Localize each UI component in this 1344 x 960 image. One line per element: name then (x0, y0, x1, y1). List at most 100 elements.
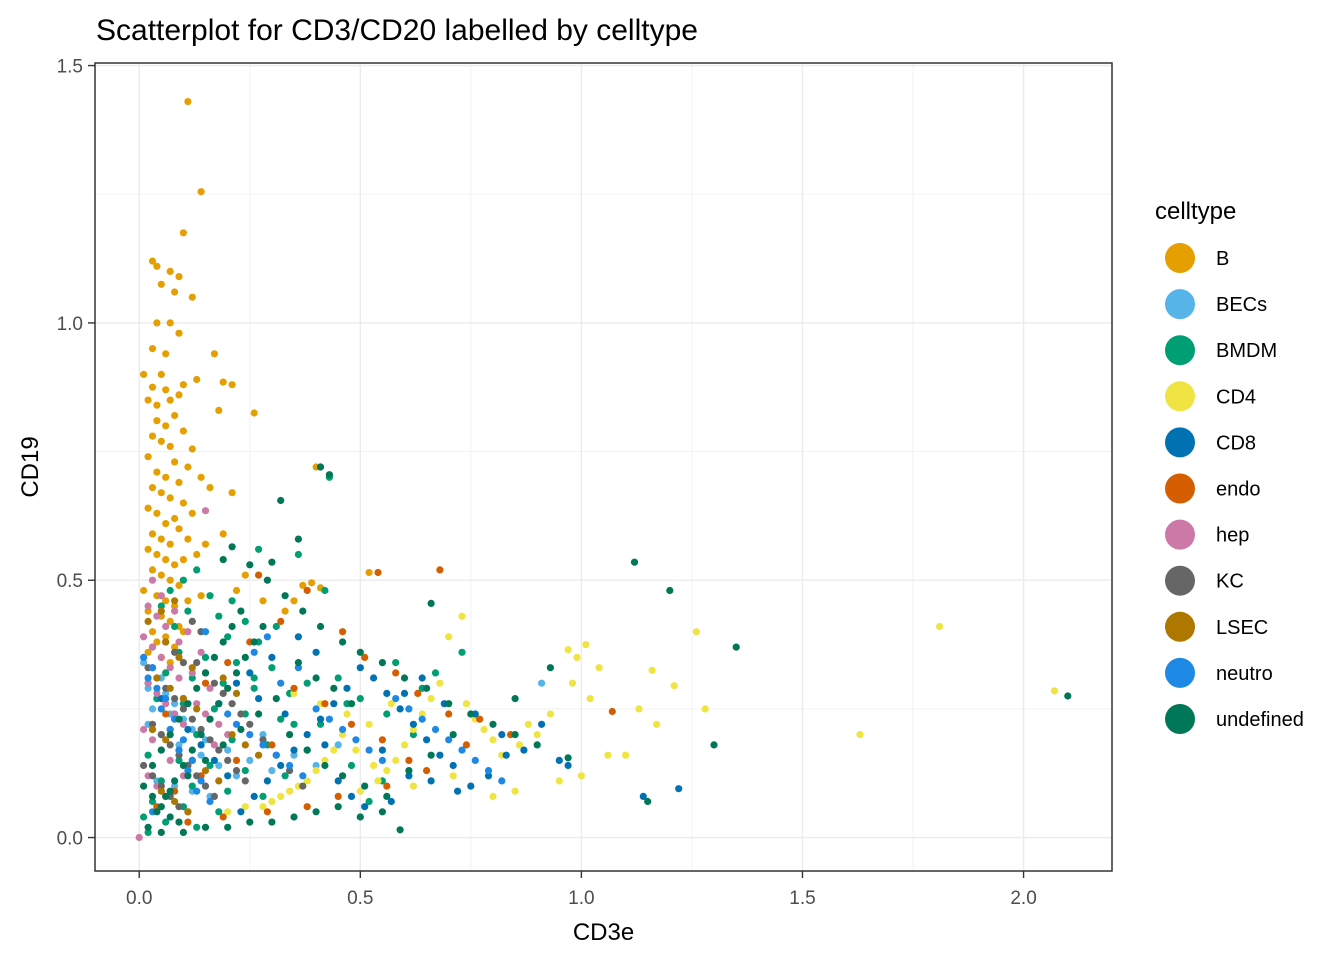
data-point (392, 669, 400, 677)
data-point (498, 777, 506, 785)
data-point (378, 746, 386, 754)
data-point (259, 597, 267, 605)
data-point (215, 777, 223, 785)
data-point (471, 756, 479, 765)
data-point (201, 653, 210, 662)
data-point (263, 633, 271, 641)
legend-key (1165, 427, 1195, 458)
data-point (277, 617, 285, 626)
data-point (370, 761, 378, 770)
data-point (286, 761, 294, 770)
data-point (467, 710, 475, 718)
data-point (405, 767, 413, 775)
data-point (228, 489, 236, 497)
data-point (409, 731, 417, 739)
data-point (162, 736, 170, 744)
data-point (458, 612, 466, 620)
data-point (299, 782, 307, 790)
data-point (427, 777, 435, 785)
data-point (489, 720, 497, 728)
data-point (148, 257, 157, 265)
data-point (383, 782, 391, 790)
data-point (312, 808, 320, 816)
data-point (387, 797, 395, 806)
data-point (352, 746, 360, 754)
data-point (268, 741, 276, 749)
data-point (144, 828, 152, 837)
data-point (166, 494, 174, 502)
data-point (184, 535, 192, 543)
data-point (228, 381, 236, 389)
data-point (148, 797, 157, 806)
data-point (166, 725, 174, 734)
data-point (936, 622, 944, 631)
legend-key (1165, 611, 1195, 642)
legend-label: BMDM (1216, 340, 1277, 362)
data-point (144, 453, 152, 461)
data-point (206, 715, 214, 723)
data-point (166, 787, 174, 795)
data-point (193, 700, 201, 708)
data-point (361, 782, 369, 790)
data-point (409, 720, 417, 728)
data-point (462, 700, 470, 708)
data-point (232, 720, 241, 728)
data-point (255, 571, 263, 579)
data-point (347, 720, 356, 728)
data-point (224, 746, 232, 754)
data-point (445, 633, 453, 641)
legend-key (1165, 473, 1195, 504)
data-point (224, 633, 232, 641)
data-point (277, 496, 285, 505)
data-point (175, 746, 183, 754)
data-point (157, 437, 165, 445)
legend-label: neutro (1216, 663, 1273, 685)
data-point (365, 568, 373, 577)
data-point (162, 556, 170, 564)
data-point (392, 659, 400, 667)
data-point (259, 736, 267, 744)
data-point (188, 715, 196, 723)
data-point (157, 782, 165, 790)
data-point (502, 751, 510, 759)
data-point (347, 700, 356, 708)
data-point (228, 736, 236, 744)
data-point (188, 509, 196, 517)
data-point (383, 710, 391, 718)
data-point (171, 514, 179, 523)
data-point (533, 741, 541, 749)
data-point (171, 797, 179, 806)
data-point (179, 720, 187, 728)
data-point (175, 478, 183, 486)
data-point (166, 731, 174, 739)
y-tick-label: 0.5 (57, 571, 83, 592)
data-point (219, 813, 227, 821)
y-axis-title: CD19 (17, 436, 44, 497)
data-point (405, 772, 413, 780)
data-point (436, 566, 444, 574)
data-point (299, 772, 307, 780)
data-point (162, 597, 170, 605)
data-point (171, 607, 179, 615)
chart-title: Scatterplot for CD3/CD20 labelled by cel… (96, 14, 698, 47)
data-point (263, 777, 271, 785)
data-point (157, 787, 165, 795)
data-point (171, 643, 179, 651)
data-point (188, 674, 196, 682)
data-point (166, 267, 174, 275)
data-point (153, 808, 161, 816)
data-point (286, 731, 294, 739)
data-point (179, 828, 187, 837)
data-point (334, 777, 342, 785)
data-point (162, 422, 170, 430)
data-point (188, 756, 196, 765)
data-point (290, 689, 298, 698)
data-point (524, 720, 532, 728)
data-point (140, 725, 148, 734)
data-point (206, 761, 214, 770)
data-point (241, 653, 249, 662)
data-point (378, 808, 386, 816)
data-point (144, 674, 152, 682)
data-point (414, 689, 422, 698)
